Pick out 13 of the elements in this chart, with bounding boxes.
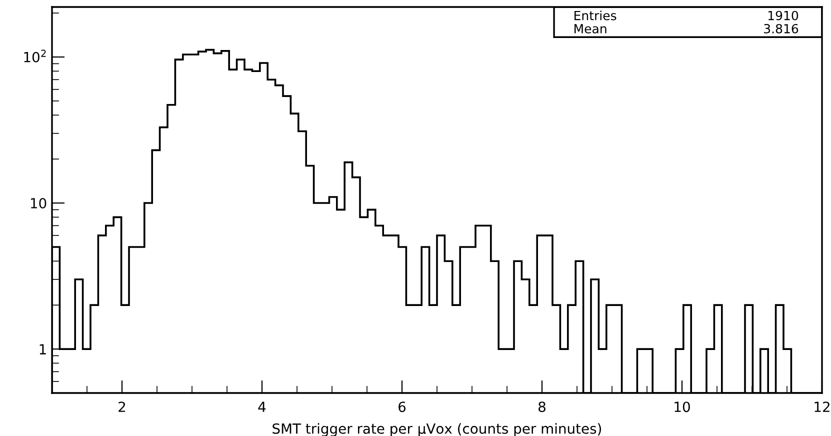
x-tick-label: 12: [814, 402, 830, 412]
annotation: 3.816: [764, 24, 798, 34]
y-tick-label: 10$^{2}$: [24, 50, 46, 62]
annotation: Mean: [574, 24, 606, 34]
x-tick-label: 6: [398, 402, 406, 412]
y-tick-label: 1: [40, 344, 46, 354]
x-tick-label: 2: [118, 402, 126, 412]
annotation: 1910: [768, 10, 798, 20]
x-tick-label: 8: [538, 402, 546, 412]
y-tick-label: 10: [30, 198, 46, 208]
x-tick-label: 10: [674, 402, 690, 412]
annotation: Entries: [574, 10, 616, 20]
x-tick-label: 4: [258, 402, 266, 412]
